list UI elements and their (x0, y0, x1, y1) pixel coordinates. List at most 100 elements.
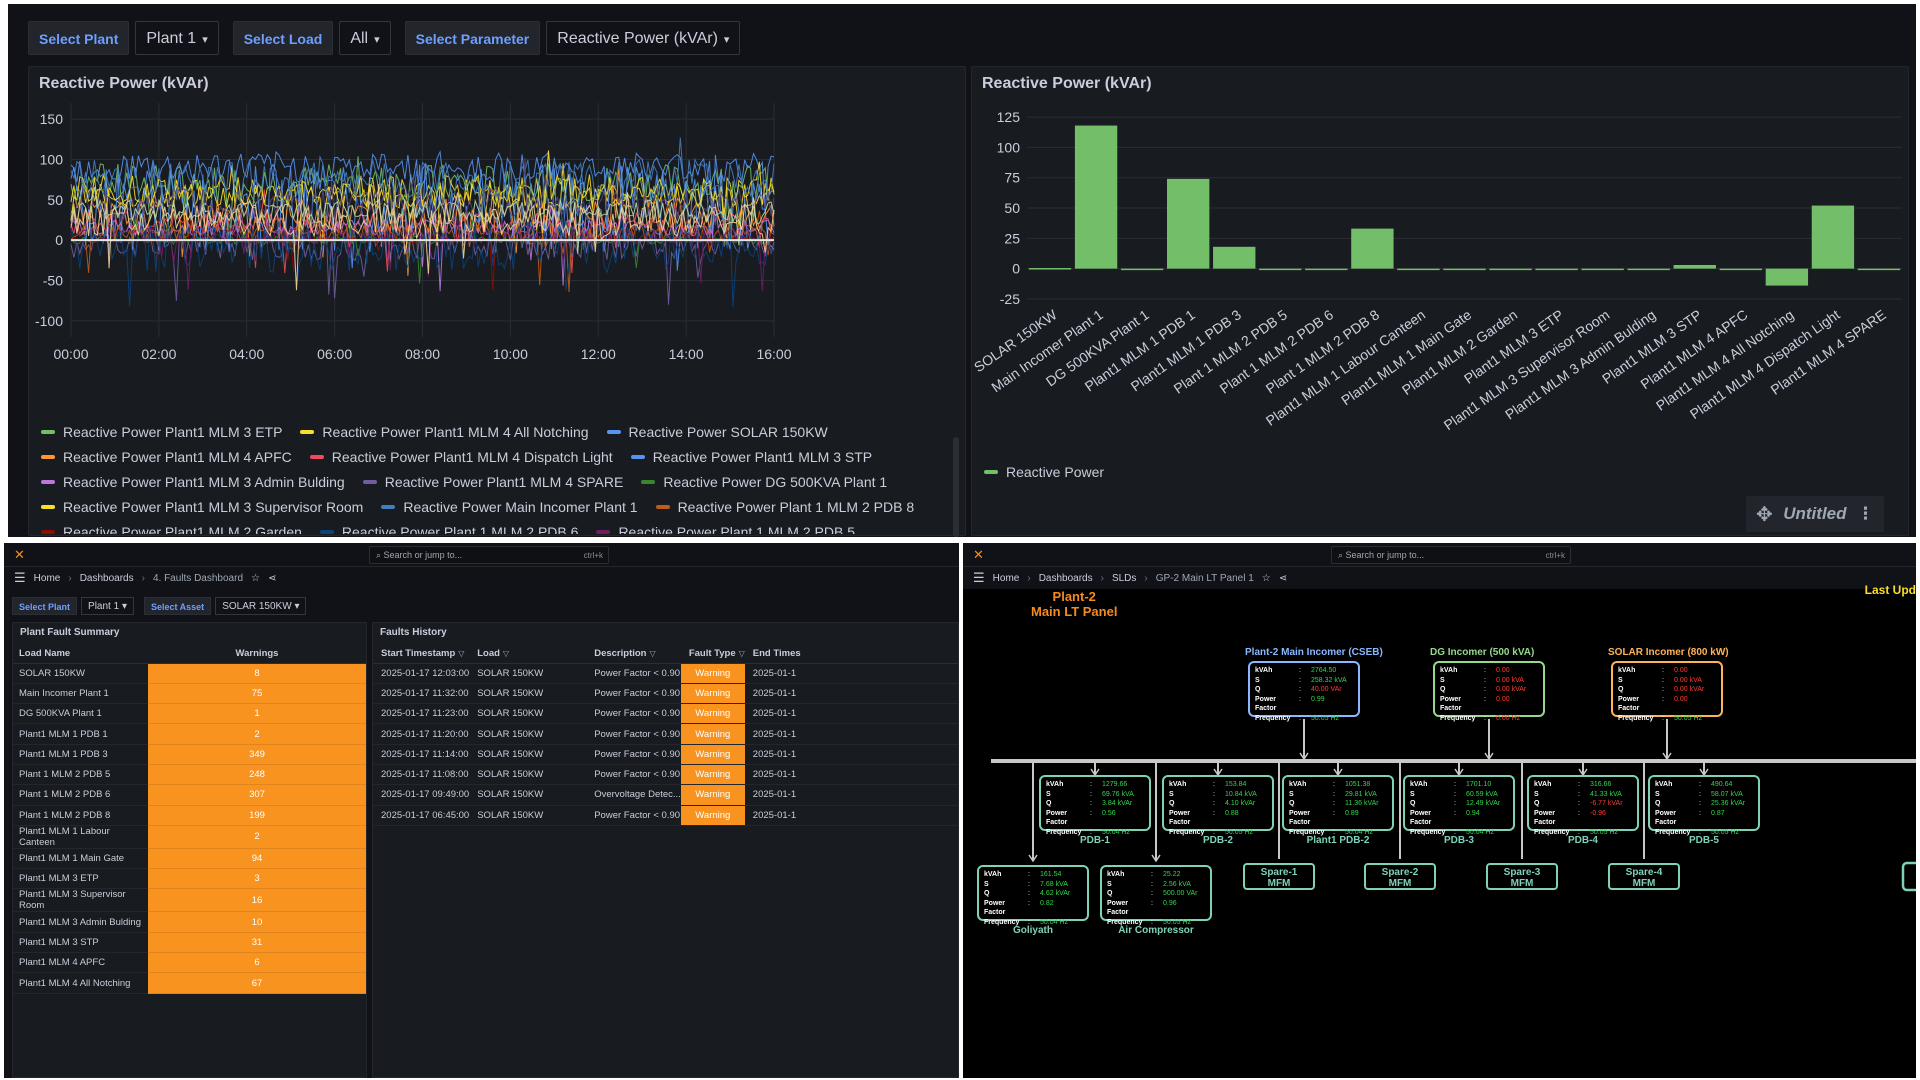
legend-item[interactable]: Reactive Power Plant 1 MLM 2 PDB 6 (319, 522, 578, 534)
bar[interactable] (1213, 246, 1256, 269)
legend-item[interactable]: Reactive Power Plant1 MLM 4 APFC (41, 447, 292, 467)
column-header-fault-type[interactable]: Fault Type ▽ (680, 645, 745, 664)
grafana-logo-icon[interactable]: ✕ (14, 547, 25, 562)
meter-box[interactable]: kVAh:0.00 S:0.00 kVA Q:0.00 kVAr Power Fact… (1433, 661, 1545, 722)
bar[interactable] (1811, 205, 1855, 269)
grafana-logo-icon[interactable]: ✕ (973, 547, 984, 562)
column-header-description[interactable]: Description ▽ (586, 645, 681, 664)
meter-row: Q: 3.84 kVAr (1046, 799, 1144, 809)
parameter-dropdown[interactable]: Reactive Power (kVAr) ▾ (546, 21, 741, 55)
column-header-load-name[interactable]: Load Name (13, 645, 148, 664)
legend-item[interactable]: Reactive Power Plant1 MLM 2 Garden (41, 522, 302, 534)
meter-row: kVAh: 25.22 (1107, 870, 1205, 880)
legend-swatch (41, 530, 55, 534)
breadcrumb-dashboards[interactable]: Dashboards (79, 572, 134, 584)
bar[interactable] (1673, 264, 1716, 269)
plant-dropdown[interactable]: Plant 1 ▾ (135, 21, 219, 55)
breadcrumb-home[interactable]: Home (992, 572, 1020, 584)
bar[interactable] (1120, 268, 1164, 271)
legend-label[interactable]: Reactive Power (1006, 464, 1104, 480)
breadcrumb-home[interactable]: Home (33, 572, 61, 584)
filter-icon[interactable]: ▽ (458, 649, 465, 659)
meter-box[interactable]: kVAh:1701.10 S:60.59 kVA Q:12.49 kVAr Power… (1403, 775, 1515, 836)
filter-icon[interactable]: ▽ (649, 649, 656, 659)
plant-dropdown[interactable]: Plant 1 ▾ (81, 597, 134, 615)
legend-item[interactable]: Reactive Power SOLAR 150KW (606, 422, 828, 442)
spare-mfm-box[interactable]: Spare-1 MFM (1243, 863, 1315, 890)
meter-box[interactable]: kVAh:153.84 S:10.84 kVA Q:4.10 kVAr Power F… (1162, 775, 1274, 836)
meter-box[interactable]: kVAh:490.64 S:58.07 kVA Q:25.36 kVAr Power … (1648, 775, 1760, 836)
meter-box[interactable]: kVAh:161.54 S:7.68 kVA Q:4.62 kVAr Power Fa… (977, 865, 1089, 926)
meter-key: Frequency (1289, 828, 1325, 836)
select-plant-label: Select Plant (12, 597, 78, 615)
filter-icon[interactable]: ▽ (502, 649, 510, 659)
share-icon[interactable]: ⋖ (1278, 572, 1288, 584)
legend-item[interactable]: Reactive Power Plant1 MLM 4 All Notching (300, 422, 589, 442)
bar[interactable] (1167, 178, 1210, 269)
meter-row: S: 29.81 kVA (1289, 790, 1387, 800)
warnings-cell: 6 (148, 952, 366, 974)
meter-box[interactable]: kVAh:2764.50 S:258.32 kVA Q:40.00 VAr Power… (1248, 661, 1360, 722)
kebab-menu-icon[interactable]: ⋮ (1856, 504, 1874, 523)
meter-box[interactable]: kVAh:1051.38 S:29.81 kVA Q:11.36 kVAr Power… (1282, 775, 1394, 836)
legend-item[interactable]: Reactive Power Plant1 MLM 3 ETP (41, 422, 282, 442)
menu-icon[interactable]: ☰ (973, 570, 985, 585)
column-header-start-timestamp[interactable]: Start Timestamp ▽ (373, 645, 470, 664)
meter-colon: : (1299, 686, 1301, 694)
legend-item[interactable]: Reactive Power Plant 1 MLM 2 PDB 8 (655, 497, 914, 517)
meter-colon: : (1151, 880, 1153, 888)
star-icon[interactable]: ☆ (251, 572, 260, 584)
legend-item[interactable]: Reactive Power Plant1 MLM 4 Dispatch Lig… (309, 447, 613, 467)
bar[interactable] (1028, 268, 1072, 270)
legend-item[interactable]: Reactive Power Plant1 MLM 3 STP (630, 447, 872, 467)
last-update-label: Last Upd (1864, 583, 1916, 597)
breadcrumb-slds[interactable]: SLDs (1111, 572, 1137, 584)
menu-icon[interactable]: ☰ (14, 570, 26, 585)
search-input[interactable]: ⌕ Search or jump to... ctrl+k (1331, 546, 1571, 564)
bar[interactable] (1074, 125, 1118, 269)
legend-label: Reactive Power Plant1 MLM 4 SPARE (384, 474, 624, 490)
column-header-end-timestamp[interactable]: End Times (744, 645, 958, 664)
legend-item[interactable]: Reactive Power Plant1 MLM 3 Supervisor R… (41, 497, 363, 517)
column-header-load[interactable]: Load ▽ (469, 645, 587, 664)
bar[interactable] (1627, 268, 1670, 271)
bar[interactable] (1581, 268, 1624, 271)
load-dropdown[interactable]: All ▾ (339, 21, 391, 55)
bar[interactable] (1351, 228, 1394, 269)
faults-dashboard: ✕ ⌕ Search or jump to... ctrl+k ☰ Home › … (4, 543, 959, 1078)
spare-mfm-box[interactable]: Spare-2 MFM (1364, 863, 1436, 890)
spare-mfm-box[interactable]: Spare-3 MFM (1486, 863, 1558, 890)
legend-item[interactable]: Reactive Power DG 500KVA Plant 1 (641, 472, 887, 492)
bar[interactable] (1305, 268, 1348, 271)
meter-colon: : (1578, 809, 1580, 817)
bar[interactable] (1397, 268, 1440, 271)
search-input[interactable]: ⌕ Search or jump to... ctrl+k (369, 546, 609, 564)
meter-box[interactable]: kVAh:316.66 S:41.33 kVA Q: -6.77 kVAr Power … (1527, 775, 1639, 836)
star-icon[interactable]: ☆ (1261, 572, 1271, 584)
share-icon[interactable]: ⋖ (267, 572, 277, 584)
breadcrumb-dashboards[interactable]: Dashboards (1038, 572, 1093, 584)
load-cell: SOLAR 150KW (469, 663, 587, 684)
legend-scrollbar[interactable] (953, 437, 959, 537)
bar[interactable] (1535, 268, 1578, 271)
legend-item[interactable]: Reactive Power Plant1 MLM 4 SPARE (362, 472, 624, 492)
meter-box[interactable]: kVAh:25.22 S:2.56 kVA Q:500.00 VAr Power Fa… (1100, 865, 1212, 926)
bar[interactable] (1857, 268, 1901, 271)
meter-colon: : (1299, 695, 1301, 703)
legend-item[interactable]: Reactive Power Plant1 MLM 3 Admin Buldin… (41, 472, 345, 492)
column-header-warnings[interactable]: Warnings (148, 645, 366, 664)
meter-box[interactable]: kVAh:1279.66 S:69.76 kVA Q:3.84 kVAr Power … (1039, 775, 1151, 836)
bar[interactable] (1489, 268, 1532, 271)
meter-box[interactable]: kVAh:0.00 S:0.00 kVA Q:0.00 kVAr Power Fact… (1611, 661, 1723, 722)
bar[interactable] (1443, 268, 1486, 271)
bar[interactable] (1765, 268, 1809, 286)
untitled-drag-widget[interactable]: ✥ Untitled ⋮ (1746, 496, 1884, 532)
spare-mfm-box[interactable]: Spare-4 MFM (1608, 863, 1680, 890)
bar[interactable] (1719, 268, 1762, 271)
legend-item[interactable]: Reactive Power Main Incomer Plant 1 (381, 497, 638, 517)
legend-item[interactable]: Reactive Power Plant 1 MLM 2 PDB 5 (596, 522, 855, 534)
bar[interactable] (1259, 268, 1302, 271)
asset-dropdown[interactable]: SOLAR 150KW ▾ (215, 597, 307, 615)
filter-icon[interactable]: ▽ (738, 649, 745, 659)
end-timestamp-cell: 2025-01-1 (744, 723, 958, 745)
